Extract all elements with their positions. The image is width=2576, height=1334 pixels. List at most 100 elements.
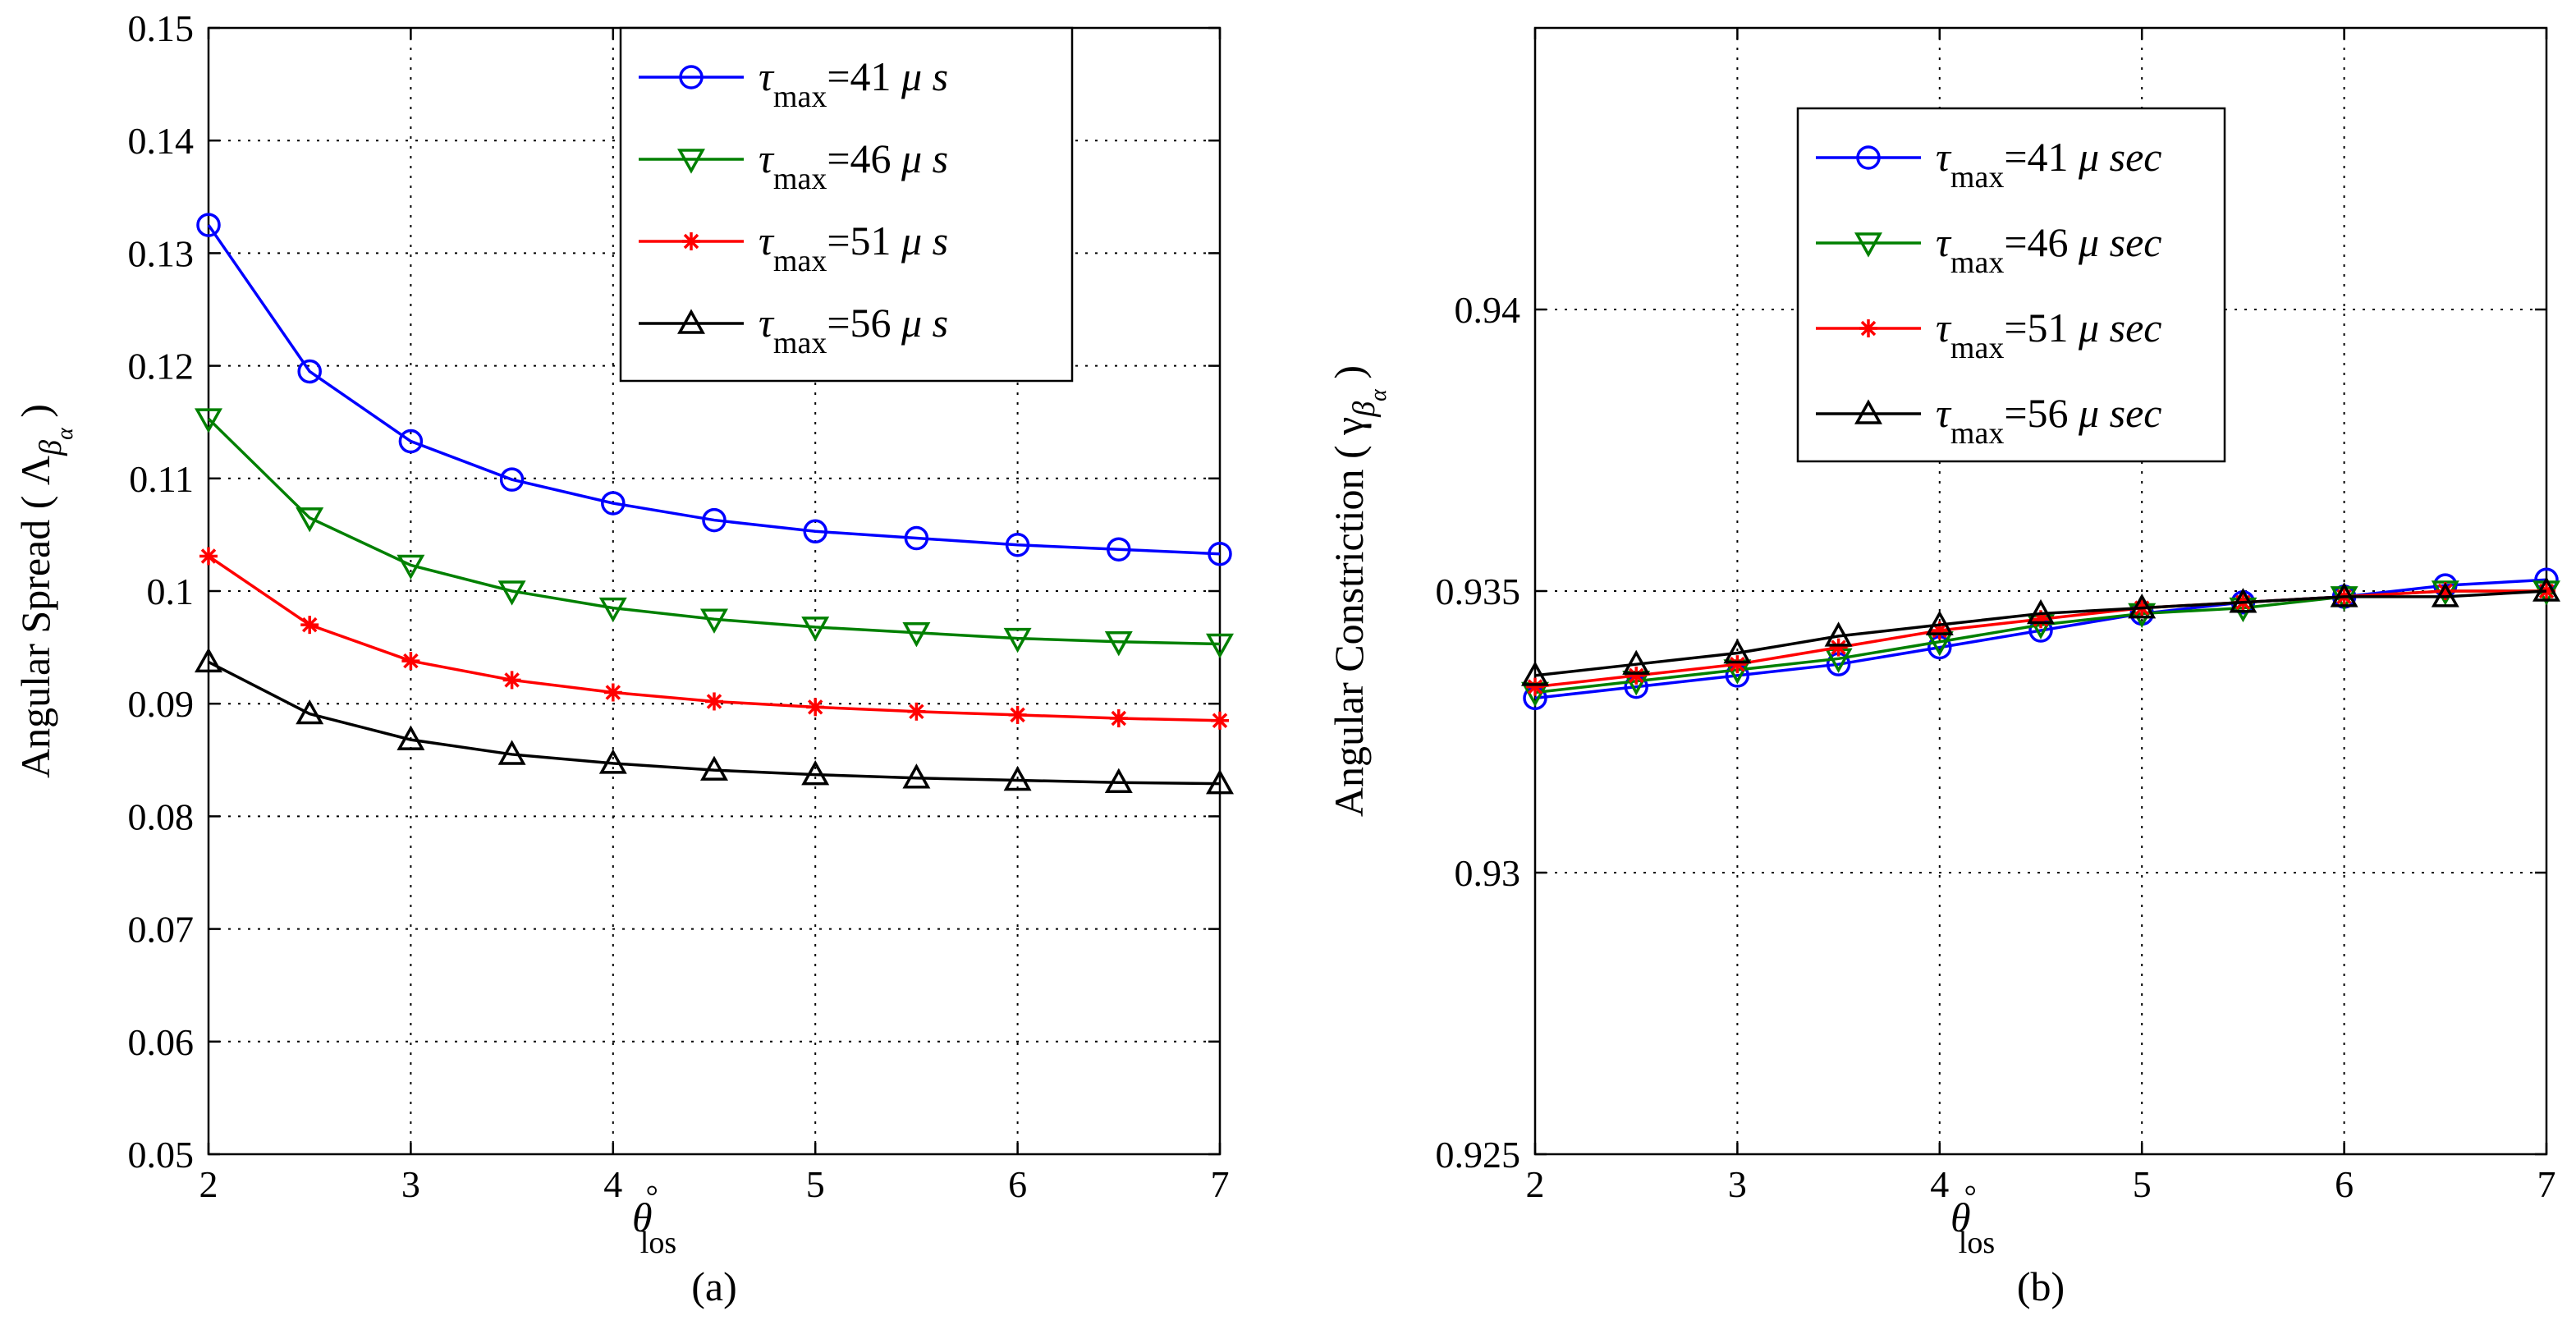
xlabel-subscript: los: [640, 1226, 676, 1260]
data-point: [803, 519, 827, 544]
data-point: [195, 408, 222, 433]
panel-b-ticks: 2 3 4 5 6 7 0.925 0.93 0.935 0.94: [1436, 28, 2556, 1205]
star-stroke: [1111, 710, 1127, 727]
legend-subscript: max: [1950, 416, 2004, 451]
y-tick-label: 0.08: [128, 795, 195, 837]
y-tick-label: 0.925: [1436, 1134, 1521, 1176]
data-point: [296, 507, 324, 533]
legend-symbol: τ: [759, 300, 775, 346]
data-point: [297, 359, 322, 384]
x-tick-label: 6: [1008, 1163, 1027, 1205]
x-tick-label: 2: [1526, 1163, 1545, 1205]
x-tick-label: 2: [199, 1163, 218, 1205]
x-tick-label: 7: [2537, 1163, 2556, 1205]
data-point: [502, 671, 521, 690]
legend-label: τmax=56 μ sec: [1936, 390, 2162, 451]
xlabel-superscript: °: [1964, 1180, 1977, 1214]
data-point: [1829, 638, 1848, 657]
data-point: [702, 507, 727, 533]
panel-b-caption: (b): [2017, 1263, 2065, 1309]
legend-entry: τmax=41 μ s: [639, 53, 948, 114]
data-point: [300, 616, 319, 635]
legend-unit: μ s: [901, 300, 948, 346]
data-point: [2027, 598, 2055, 625]
x-tick-label: 7: [1211, 1163, 1230, 1205]
data-point: [1206, 633, 1234, 659]
data-point: [1003, 627, 1032, 653]
data-point: [398, 429, 424, 454]
x-tick-label: 4: [603, 1163, 622, 1205]
data-point: [1107, 537, 1131, 562]
legend-symbol: τ: [759, 218, 775, 264]
data-point: [1526, 677, 1544, 696]
legend-subscript: max: [1950, 331, 2004, 365]
legend-subscript: max: [773, 162, 827, 196]
star-stroke: [200, 548, 217, 564]
xlabel-symbol: θ: [1950, 1194, 1971, 1240]
star-stroke: [504, 672, 520, 688]
legend-subscript: max: [773, 244, 827, 278]
legend-entry: τmax=51 μ sec: [1816, 305, 2162, 365]
legend-entry: τmax=51 μ s: [639, 218, 948, 278]
data-point: [1109, 709, 1128, 728]
legend-marker: [1854, 399, 1882, 424]
xlabel-superscript: °: [646, 1180, 658, 1214]
data-point: [700, 755, 728, 781]
data-point: [907, 702, 926, 721]
legend-marker: [1859, 319, 1877, 337]
data-point: [598, 597, 627, 623]
panel-a-series-4: [195, 647, 1234, 795]
series-line: [1534, 578, 2547, 700]
legend-subscript: max: [773, 80, 827, 114]
xlabel-symbol: θ: [632, 1194, 653, 1240]
y-tick-label: 0.15: [128, 7, 195, 49]
panel-b-xlabel: θ° los: [1950, 1180, 1995, 1260]
y-tick-label: 0.09: [128, 683, 195, 725]
ylabel-subsubscript: α: [1366, 388, 1391, 401]
legend-symbol: τ: [759, 135, 775, 181]
star-stroke: [605, 685, 621, 700]
y-tick-label: 0.05: [128, 1134, 195, 1176]
legend-value: =51: [2004, 305, 2079, 351]
data-point: [902, 763, 931, 789]
y-tick-label: 0.94: [1455, 289, 1521, 331]
panel-a-caption: (a): [691, 1263, 737, 1309]
series-line: [207, 224, 1221, 556]
star-stroke: [1212, 713, 1228, 729]
data-point: [1925, 610, 1954, 635]
x-tick-label: 5: [806, 1163, 825, 1205]
legend-value: =56: [2004, 390, 2079, 436]
data-point: [497, 740, 526, 765]
star-stroke: [1010, 707, 1025, 723]
star-stroke: [909, 704, 924, 720]
legend-label: τmax=41 μ s: [759, 53, 948, 114]
legend-symbol: τ: [1936, 305, 1952, 351]
star-stroke: [1860, 320, 1877, 337]
data-point: [1104, 630, 1133, 657]
legend-unit: μ s: [901, 135, 948, 181]
data-point: [1104, 768, 1133, 793]
data-point: [396, 554, 425, 580]
data-point: [2330, 582, 2358, 607]
data-point: [296, 699, 324, 725]
legend-label: τmax=46 μ s: [759, 135, 948, 196]
data-point: [396, 725, 425, 750]
legend-symbol: τ: [1936, 219, 1952, 265]
legend-label: τmax=46 μ sec: [1936, 219, 2162, 280]
legend-marker: [682, 232, 700, 250]
ylabel-close: ): [12, 404, 58, 428]
legend-entry: τmax=41 μ sec: [1816, 134, 2162, 195]
data-point: [700, 608, 728, 634]
data-point: [1728, 655, 1747, 674]
star-stroke: [1831, 639, 1846, 655]
y-tick-label: 0.14: [128, 120, 195, 162]
data-point: [902, 622, 931, 648]
panel-a-series-1: [196, 213, 1232, 566]
data-point: [1005, 532, 1030, 557]
y-tick-label: 0.935: [1436, 571, 1521, 612]
data-point: [2431, 582, 2459, 607]
data-point: [401, 652, 420, 671]
legend-label: τmax=51 μ s: [759, 218, 948, 278]
